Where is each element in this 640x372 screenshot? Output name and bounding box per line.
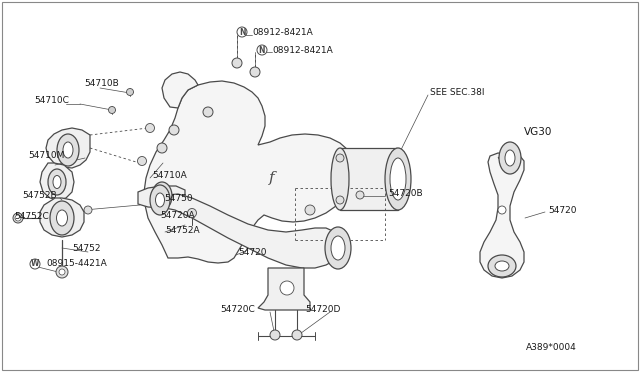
Polygon shape (40, 198, 84, 237)
Polygon shape (340, 148, 398, 210)
Circle shape (270, 330, 280, 340)
Text: 54710A: 54710A (152, 170, 187, 180)
Polygon shape (46, 128, 90, 168)
Ellipse shape (505, 150, 515, 166)
Text: 54720: 54720 (238, 247, 266, 257)
Circle shape (56, 266, 68, 278)
Ellipse shape (56, 210, 67, 226)
Text: 54720: 54720 (548, 205, 577, 215)
Ellipse shape (156, 193, 164, 207)
Ellipse shape (325, 227, 351, 269)
Ellipse shape (48, 169, 66, 195)
Circle shape (13, 213, 23, 223)
Circle shape (30, 259, 40, 269)
Circle shape (250, 67, 260, 77)
Circle shape (292, 330, 302, 340)
Text: 54720B: 54720B (388, 189, 422, 198)
Text: 08912-8421A: 08912-8421A (272, 45, 333, 55)
Circle shape (157, 143, 167, 153)
Circle shape (237, 27, 247, 37)
Text: 54720D: 54720D (305, 305, 340, 314)
Text: 54750: 54750 (164, 193, 193, 202)
Text: 54752B: 54752B (22, 190, 56, 199)
Polygon shape (40, 163, 74, 200)
Text: SEE SEC.38I: SEE SEC.38I (430, 87, 484, 96)
Text: 54710B: 54710B (84, 78, 119, 87)
Text: VG30: VG30 (524, 127, 552, 137)
Text: 54710M: 54710M (28, 151, 65, 160)
Ellipse shape (495, 261, 509, 271)
Ellipse shape (331, 148, 349, 210)
Polygon shape (138, 186, 185, 208)
Text: 54720C: 54720C (220, 305, 255, 314)
Circle shape (336, 196, 344, 204)
Text: 54720A: 54720A (160, 211, 195, 219)
Circle shape (59, 269, 65, 275)
Polygon shape (144, 81, 355, 263)
Text: N: N (239, 28, 245, 36)
Circle shape (145, 124, 154, 132)
Ellipse shape (152, 182, 172, 210)
Text: f: f (269, 171, 275, 185)
Text: 54752A: 54752A (165, 225, 200, 234)
Circle shape (305, 205, 315, 215)
Circle shape (356, 191, 364, 199)
Text: 08915-4421A: 08915-4421A (46, 260, 107, 269)
Ellipse shape (331, 236, 345, 260)
Text: N: N (259, 45, 265, 55)
Circle shape (109, 106, 115, 113)
Ellipse shape (157, 189, 166, 202)
Circle shape (280, 281, 294, 295)
Text: 54752: 54752 (72, 244, 100, 253)
Polygon shape (160, 194, 342, 268)
Text: 54752C: 54752C (14, 212, 49, 221)
Polygon shape (480, 153, 524, 278)
Polygon shape (258, 268, 310, 310)
Ellipse shape (488, 255, 516, 277)
Ellipse shape (50, 201, 74, 235)
Circle shape (84, 206, 92, 214)
Ellipse shape (390, 158, 406, 200)
Text: A389*0004: A389*0004 (526, 343, 577, 353)
Circle shape (188, 208, 196, 218)
Ellipse shape (53, 176, 61, 189)
Circle shape (257, 45, 267, 55)
Ellipse shape (499, 142, 521, 174)
Circle shape (169, 125, 179, 135)
Circle shape (15, 215, 21, 221)
Polygon shape (162, 72, 198, 108)
Circle shape (232, 58, 242, 68)
Circle shape (336, 154, 344, 162)
Circle shape (203, 107, 213, 117)
Ellipse shape (57, 134, 79, 166)
Ellipse shape (150, 185, 170, 215)
Text: W: W (31, 260, 39, 269)
Circle shape (498, 206, 506, 214)
Text: 54710C: 54710C (34, 96, 69, 105)
Ellipse shape (385, 148, 411, 210)
Circle shape (138, 157, 147, 166)
Text: 08912-8421A: 08912-8421A (252, 28, 313, 36)
Circle shape (127, 89, 134, 96)
Ellipse shape (63, 142, 73, 158)
